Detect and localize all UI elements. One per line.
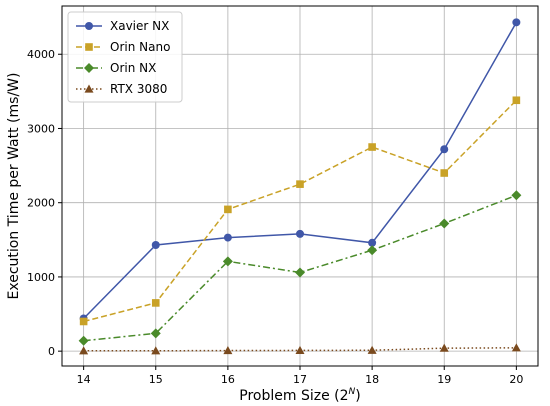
y-tick-label: 2000 xyxy=(27,197,55,210)
series-orin-nx xyxy=(78,190,522,346)
x-tick-label: 15 xyxy=(149,373,163,386)
data-point xyxy=(78,335,89,346)
data-point xyxy=(296,229,304,238)
data-point xyxy=(224,205,232,214)
data-point xyxy=(223,346,233,355)
data-point xyxy=(151,299,160,307)
data-point xyxy=(440,145,449,154)
data-point xyxy=(296,180,304,188)
x-tick-label: 16 xyxy=(221,373,235,386)
x-tick-label: 14 xyxy=(77,373,91,386)
data-point xyxy=(79,346,89,355)
data-point xyxy=(295,267,305,278)
legend-label: Xavier NX xyxy=(110,19,169,33)
data-point xyxy=(440,169,449,177)
series-layer xyxy=(78,18,522,355)
data-point xyxy=(222,256,233,267)
y-axis-ticks: 0 1000 2000 3000 4000 xyxy=(27,48,62,358)
y-tick-label: 4000 xyxy=(27,48,55,61)
y-tick-label: 1000 xyxy=(27,271,55,284)
legend-label: RTX 3080 xyxy=(110,82,167,96)
data-point xyxy=(512,96,521,105)
x-tick-label: 18 xyxy=(365,373,379,386)
x-tick-label: 17 xyxy=(293,373,307,386)
data-point xyxy=(368,238,377,247)
y-tick-label: 3000 xyxy=(27,122,55,135)
legend-box xyxy=(67,11,183,103)
x-tick-label: 19 xyxy=(437,373,451,386)
data-point xyxy=(439,343,449,352)
y-axis-title: Execution Time per Watt (ms/W) xyxy=(6,73,22,300)
legend-marker xyxy=(85,22,93,30)
series-xavier-nx xyxy=(79,18,521,323)
x-tick-label: 20 xyxy=(509,373,523,386)
x-axis-title: Problem Size (2N) xyxy=(239,387,360,404)
series-rtx-3080 xyxy=(79,343,521,355)
y-tick-label: 0 xyxy=(48,345,55,358)
data-point xyxy=(512,18,521,27)
data-point xyxy=(150,328,161,339)
data-point xyxy=(79,317,88,326)
data-point xyxy=(367,245,378,256)
legend-marker xyxy=(84,63,94,73)
series-orin-nano xyxy=(79,96,521,326)
data-point xyxy=(367,345,377,354)
legend-marker xyxy=(85,43,93,51)
data-point xyxy=(223,233,232,242)
legend-label: Orin NX xyxy=(110,61,156,75)
data-point xyxy=(511,190,522,201)
data-point xyxy=(439,218,450,229)
x-axis-ticks: 14 15 16 17 18 19 20 xyxy=(77,366,523,386)
data-point xyxy=(151,241,160,250)
data-point xyxy=(151,346,161,355)
data-point xyxy=(511,343,521,352)
legend: Xavier NX Orin Nano Orin NX RTX 3080 xyxy=(67,11,183,103)
legend-label: Orin Nano xyxy=(110,40,170,54)
legend-marker xyxy=(84,84,94,93)
data-point xyxy=(368,143,376,151)
data-point xyxy=(295,345,305,355)
